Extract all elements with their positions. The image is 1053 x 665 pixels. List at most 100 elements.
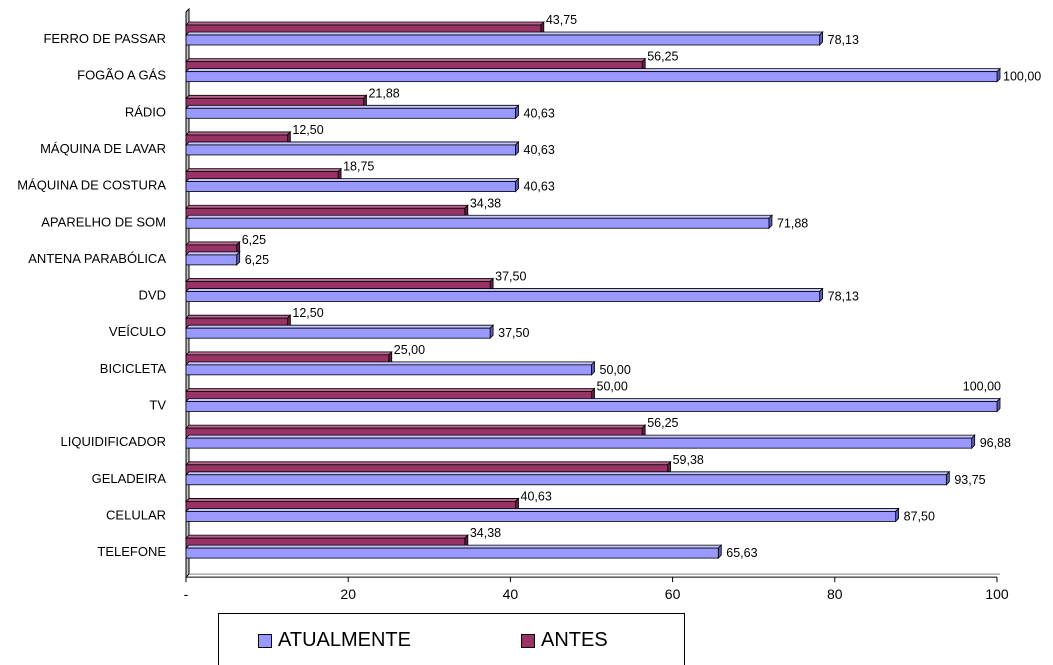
category-label: LIQUIDIFICADOR bbox=[61, 434, 166, 449]
x-tick-label: 20 bbox=[340, 586, 356, 602]
data-label-antes: 34,38 bbox=[470, 526, 501, 540]
legend-item-antes: ANTES bbox=[521, 629, 608, 652]
data-label-atualmente: 6,25 bbox=[245, 253, 269, 267]
data-label-antes: 43,75 bbox=[546, 13, 577, 27]
legend-swatch-antes bbox=[521, 633, 535, 648]
data-label-atualmente: 100,00 bbox=[1003, 70, 1041, 84]
data-label-antes: 34,38 bbox=[470, 196, 501, 210]
category-label: MÁQUINA DE COSTURA bbox=[17, 178, 166, 193]
legend: ATUALMENTE ANTES bbox=[218, 613, 685, 665]
bar-antes-top bbox=[185, 461, 672, 466]
bar-atualmente-top bbox=[185, 361, 596, 366]
data-label-atualmente: 65,63 bbox=[726, 546, 757, 560]
data-label-atualmente: 40,63 bbox=[524, 143, 555, 157]
data-label-antes: 56,25 bbox=[647, 416, 678, 430]
bar-atualmente bbox=[185, 107, 516, 119]
x-tick-label: 60 bbox=[665, 586, 681, 602]
bar-atualmente bbox=[185, 71, 998, 83]
category-label: TELEFONE bbox=[97, 544, 166, 559]
bar-antes-top bbox=[185, 314, 292, 319]
legend-label-antes: ANTES bbox=[541, 629, 608, 651]
data-label-atualmente: 40,63 bbox=[524, 180, 555, 194]
category-label: ANTENA PARABÓLICA bbox=[28, 251, 166, 266]
legend-label-atualmente: ATUALMENTE bbox=[278, 629, 411, 651]
data-label-atualmente: 96,88 bbox=[980, 436, 1011, 450]
bar-atualmente bbox=[185, 144, 516, 156]
data-label-antes: 50,00 bbox=[597, 380, 628, 394]
data-label-antes: 59,38 bbox=[673, 453, 704, 467]
bar-antes-top bbox=[185, 351, 393, 356]
bar-antes-top bbox=[185, 168, 343, 173]
bar-atualmente bbox=[185, 547, 719, 559]
category-label: BICICLETA bbox=[100, 361, 167, 376]
category-label: FOGÃO A GÁS bbox=[77, 68, 166, 83]
x-tick-label: 100 bbox=[985, 586, 1009, 602]
bar-antes-top bbox=[185, 388, 596, 392]
bar-antes-top bbox=[185, 21, 545, 26]
bar-atualmente bbox=[185, 364, 592, 376]
legend-item-atualmente: ATUALMENTE bbox=[258, 629, 411, 652]
data-label-atualmente: 50,00 bbox=[600, 363, 631, 377]
category-label: VEÍCULO bbox=[109, 324, 166, 339]
data-label-antes: 18,75 bbox=[343, 160, 374, 174]
data-label-antes: 25,00 bbox=[394, 343, 425, 357]
bar-atualmente bbox=[185, 34, 821, 46]
bar-atualmente bbox=[185, 291, 821, 302]
data-label-atualmente: 37,50 bbox=[498, 326, 529, 340]
category-label: MÁQUINA DE LAVAR bbox=[40, 141, 166, 156]
category-label: FERRO DE PASSAR bbox=[43, 31, 166, 46]
bar-antes-top bbox=[185, 498, 520, 502]
data-label-antes: 56,25 bbox=[647, 50, 678, 64]
data-label-atualmente: 40,63 bbox=[524, 106, 555, 120]
bar-antes-top bbox=[185, 131, 292, 136]
data-label-atualmente: 87,50 bbox=[904, 509, 935, 523]
bar-antes-top bbox=[185, 94, 368, 99]
bar-atualmente-top bbox=[185, 434, 976, 439]
x-tick-label: - bbox=[184, 586, 189, 602]
data-label-antes: 21,88 bbox=[368, 86, 399, 100]
category-label: DVD bbox=[139, 288, 166, 303]
bar-atualmente-top bbox=[185, 288, 824, 292]
bar-atualmente bbox=[185, 254, 238, 266]
category-label: CELULAR bbox=[106, 507, 166, 522]
bar-atualmente-top bbox=[185, 141, 520, 146]
bar-atualmente bbox=[185, 327, 491, 339]
data-label-antes: 6,25 bbox=[242, 233, 266, 247]
bar-atualmente bbox=[185, 181, 516, 193]
bar-atualmente-top bbox=[185, 104, 520, 109]
category-label: GELADEIRA bbox=[92, 471, 167, 486]
data-label-atualmente: 78,13 bbox=[828, 33, 859, 47]
bar-atualmente-top bbox=[185, 471, 951, 476]
bar-atualmente-top bbox=[185, 324, 495, 329]
data-label-atualmente: 100,00 bbox=[963, 380, 1001, 394]
bar-antes-top bbox=[185, 241, 241, 246]
bar-atualmente bbox=[185, 474, 947, 486]
bar-antes-top bbox=[185, 58, 647, 63]
x-tick-label: 40 bbox=[503, 586, 519, 602]
bar-atualmente-top bbox=[185, 251, 241, 256]
data-label-antes: 12,50 bbox=[292, 123, 323, 137]
data-label-atualmente: 93,75 bbox=[954, 473, 985, 487]
bar-atualmente-top bbox=[185, 398, 1001, 402]
data-label-antes: 40,63 bbox=[521, 489, 552, 503]
bar-atualmente-top bbox=[185, 31, 824, 36]
category-label: TV bbox=[149, 398, 166, 413]
legend-swatch-atualmente bbox=[258, 633, 272, 648]
bar-atualmente bbox=[185, 511, 897, 522]
bar-atualmente bbox=[185, 437, 973, 449]
data-label-atualmente: 78,13 bbox=[828, 290, 859, 304]
bar-antes-top bbox=[185, 278, 495, 282]
category-label: APARELHO DE SOM bbox=[41, 214, 166, 229]
bar-atualmente-top bbox=[185, 68, 1001, 73]
bar-atualmente-top bbox=[185, 214, 773, 219]
category-label: RÁDIO bbox=[125, 104, 166, 119]
bar-atualmente bbox=[185, 401, 998, 412]
x-tick-label: 80 bbox=[827, 586, 843, 602]
bar-atualmente-top bbox=[185, 508, 900, 512]
bar-antes-top bbox=[185, 424, 647, 429]
data-label-atualmente: 71,88 bbox=[777, 216, 808, 230]
bar-atualmente-top bbox=[185, 178, 520, 183]
bar-atualmente-top bbox=[185, 544, 723, 549]
